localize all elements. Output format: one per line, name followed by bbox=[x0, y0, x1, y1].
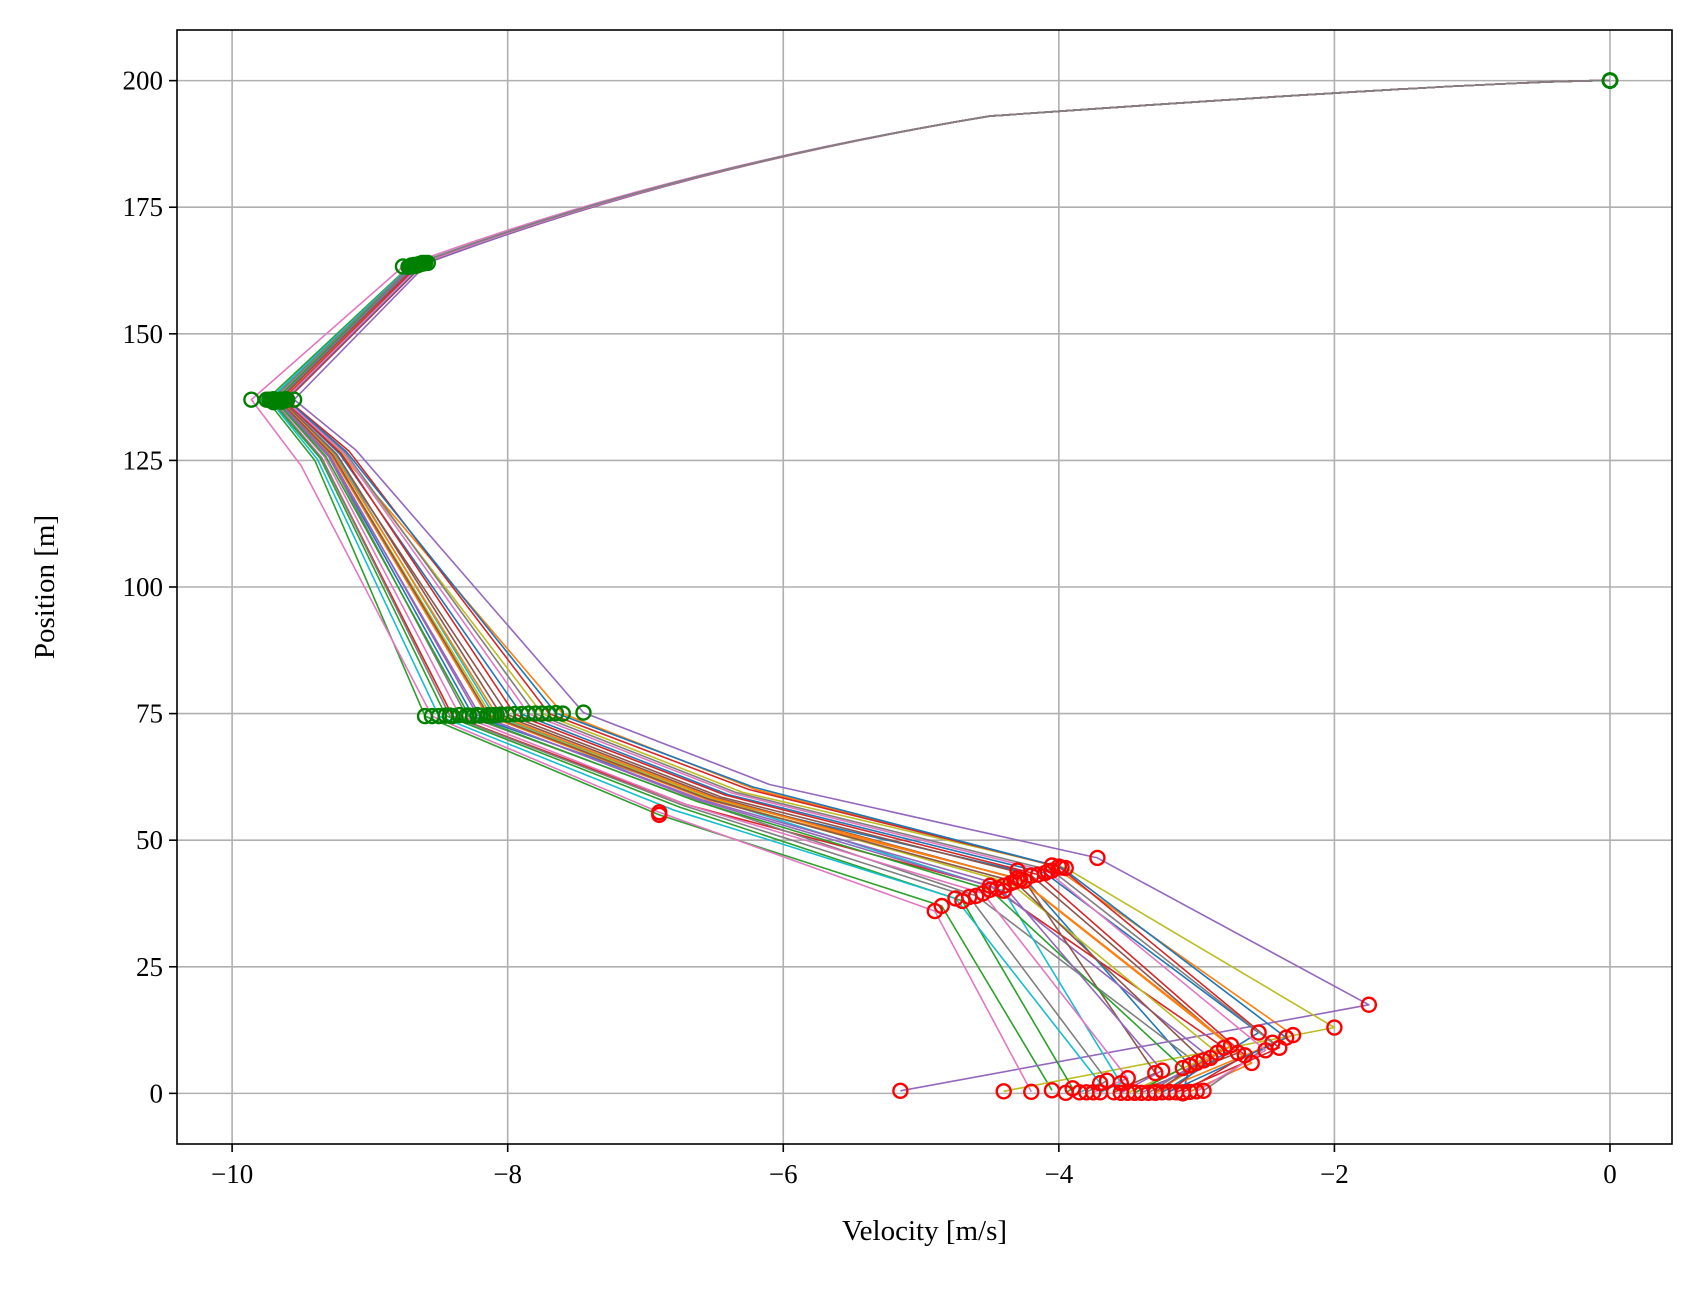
end-marker bbox=[1250, 1024, 1267, 1041]
phase-marker bbox=[430, 707, 447, 725]
end-marker bbox=[1147, 1083, 1164, 1101]
end-marker bbox=[1195, 1082, 1212, 1100]
grid bbox=[177, 30, 1672, 1144]
end-marker bbox=[1284, 1026, 1302, 1044]
end-marker bbox=[1360, 996, 1378, 1013]
end-marker bbox=[995, 877, 1012, 894]
phase-marker bbox=[488, 706, 505, 724]
phase-marker bbox=[469, 706, 486, 724]
end-marker bbox=[1153, 1062, 1171, 1079]
x-axis-label: Velocity [m/s] bbox=[842, 1215, 1007, 1247]
end-marker bbox=[1071, 1084, 1088, 1101]
y-axis-label: Position [m] bbox=[29, 515, 61, 659]
y-tick-label: 50 bbox=[136, 825, 163, 855]
end-marker bbox=[926, 902, 944, 920]
phase-marker bbox=[403, 257, 420, 275]
end-marker bbox=[1167, 1084, 1185, 1101]
x-tick-label: −2 bbox=[1320, 1159, 1349, 1189]
phase-marker bbox=[520, 705, 537, 722]
phase-marker bbox=[414, 255, 431, 272]
y-tick-label: 150 bbox=[123, 319, 164, 349]
end-marker bbox=[1039, 863, 1057, 880]
phase-marker bbox=[480, 706, 497, 724]
phase-marker bbox=[243, 391, 260, 408]
y-tick-label: 200 bbox=[123, 66, 164, 96]
end-marker bbox=[1188, 1083, 1205, 1100]
end-marker bbox=[1119, 1084, 1136, 1102]
y-tick-label: 175 bbox=[123, 192, 164, 222]
x-tick-label: 0 bbox=[1603, 1159, 1617, 1189]
y-tick-label: 100 bbox=[123, 572, 164, 602]
end-marker bbox=[1078, 1084, 1095, 1101]
phase-marker bbox=[575, 704, 592, 721]
end-marker bbox=[967, 887, 985, 905]
markers bbox=[243, 72, 1619, 1102]
x-tick-label: −4 bbox=[1044, 1159, 1073, 1189]
end-marker bbox=[1029, 866, 1047, 883]
end-marker bbox=[1006, 873, 1023, 890]
y-tick-label: 0 bbox=[150, 1078, 164, 1108]
phase-marker bbox=[460, 707, 478, 724]
y-tick-label: 25 bbox=[136, 952, 163, 982]
y-axis: 0 25 50 75 100 125 150 175 200 bbox=[123, 66, 177, 1108]
end-marker bbox=[1277, 1029, 1295, 1046]
end-marker bbox=[995, 1083, 1012, 1100]
x-axis: −10 −8 −6 −4 −2 0 bbox=[211, 1144, 1617, 1189]
x-tick-label: −8 bbox=[493, 1159, 522, 1189]
phase-marker bbox=[547, 704, 565, 722]
end-marker bbox=[1089, 849, 1106, 867]
end-marker bbox=[1091, 1075, 1109, 1092]
end-marker bbox=[1174, 1059, 1192, 1077]
phase-marker bbox=[276, 391, 293, 408]
end-marker bbox=[1023, 1083, 1040, 1101]
end-marker bbox=[651, 804, 668, 821]
end-marker bbox=[988, 880, 1006, 897]
end-marker bbox=[1209, 1044, 1226, 1062]
phase-marker bbox=[263, 391, 281, 408]
end-marker bbox=[1188, 1054, 1205, 1072]
end-marker bbox=[1326, 1019, 1343, 1036]
phase-marker bbox=[1601, 72, 1619, 89]
y-tick-label: 125 bbox=[123, 445, 164, 475]
x-tick-label: −10 bbox=[211, 1159, 253, 1189]
end-marker bbox=[961, 888, 978, 906]
end-marker bbox=[1112, 1084, 1130, 1102]
end-marker bbox=[1236, 1047, 1254, 1064]
end-marker bbox=[1257, 1042, 1274, 1059]
end-marker bbox=[1195, 1052, 1212, 1069]
end-marker bbox=[1181, 1057, 1198, 1074]
phase-marker bbox=[441, 707, 459, 724]
end-marker bbox=[1098, 1072, 1116, 1089]
x-tick-label: −6 bbox=[769, 1159, 798, 1189]
trajectory-line bbox=[271, 79, 1611, 1094]
trajectories bbox=[250, 79, 1611, 1094]
phase-marker bbox=[527, 705, 544, 722]
phase-marker bbox=[451, 706, 468, 724]
end-marker bbox=[892, 1082, 909, 1100]
phase-marker bbox=[270, 391, 288, 409]
end-marker bbox=[1222, 1037, 1240, 1054]
y-tick-label: 75 bbox=[136, 699, 163, 729]
end-marker bbox=[1147, 1064, 1164, 1082]
